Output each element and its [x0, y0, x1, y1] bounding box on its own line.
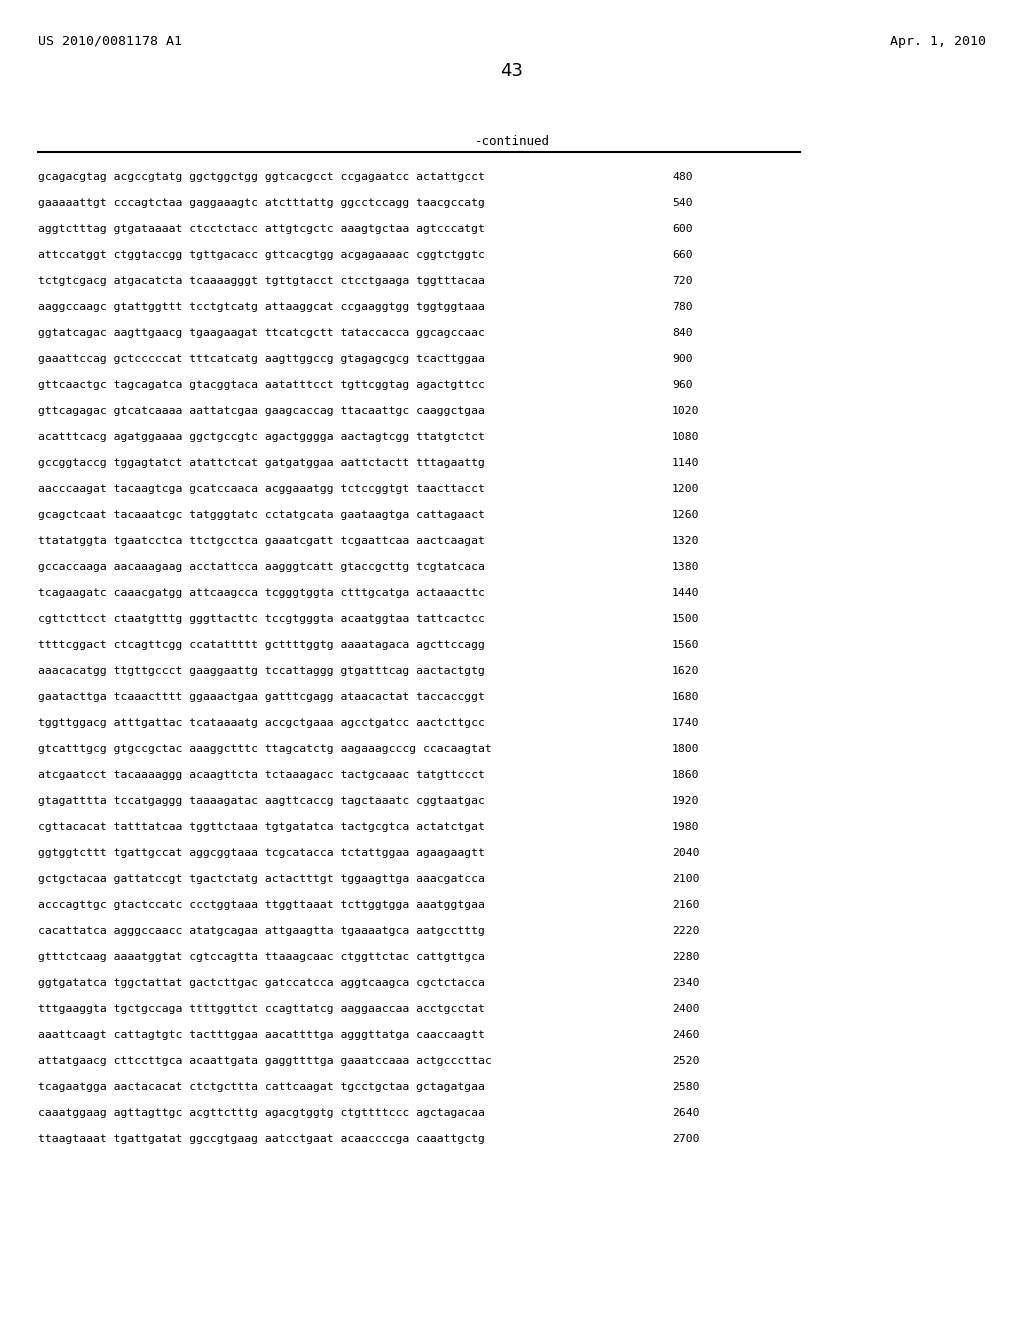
Text: ggtgatatca tggctattat gactcttgac gatccatcca aggtcaagca cgctctacca: ggtgatatca tggctattat gactcttgac gatccat…: [38, 978, 485, 987]
Text: 1020: 1020: [672, 407, 699, 416]
Text: 1080: 1080: [672, 432, 699, 442]
Text: atcgaatcct tacaaaaggg acaagttcta tctaaagacc tactgcaaac tatgttccct: atcgaatcct tacaaaaggg acaagttcta tctaaag…: [38, 770, 485, 780]
Text: 1680: 1680: [672, 692, 699, 702]
Text: 2640: 2640: [672, 1107, 699, 1118]
Text: gcagacgtag acgccgtatg ggctggctgg ggtcacgcct ccgagaatcc actattgcct: gcagacgtag acgccgtatg ggctggctgg ggtcacg…: [38, 172, 485, 182]
Text: 1860: 1860: [672, 770, 699, 780]
Text: 600: 600: [672, 224, 692, 234]
Text: gtttctcaag aaaatggtat cgtccagtta ttaaagcaac ctggttctac cattgttgca: gtttctcaag aaaatggtat cgtccagtta ttaaagc…: [38, 952, 485, 962]
Text: gttcaactgc tagcagatca gtacggtaca aatatttcct tgttcggtag agactgttcc: gttcaactgc tagcagatca gtacggtaca aatattt…: [38, 380, 485, 389]
Text: gccggtaccg tggagtatct atattctcat gatgatggaa aattctactt tttagaattg: gccggtaccg tggagtatct atattctcat gatgatg…: [38, 458, 485, 469]
Text: 1200: 1200: [672, 484, 699, 494]
Text: 1140: 1140: [672, 458, 699, 469]
Text: tctgtcgacg atgacatcta tcaaaagggt tgttgtacct ctcctgaaga tggtttacaa: tctgtcgacg atgacatcta tcaaaagggt tgttgta…: [38, 276, 485, 286]
Text: 2100: 2100: [672, 874, 699, 884]
Text: aaggccaagc gtattggttt tcctgtcatg attaaggcat ccgaaggtgg tggtggtaaa: aaggccaagc gtattggttt tcctgtcatg attaagg…: [38, 302, 485, 312]
Text: attatgaacg cttccttgca acaattgata gaggttttga gaaatccaaa actgcccttac: attatgaacg cttccttgca acaattgata gaggttt…: [38, 1056, 492, 1067]
Text: ggtggtcttt tgattgccat aggcggtaaa tcgcatacca tctattggaa agaagaagtt: ggtggtcttt tgattgccat aggcggtaaa tcgcata…: [38, 847, 485, 858]
Text: 1500: 1500: [672, 614, 699, 624]
Text: 960: 960: [672, 380, 692, 389]
Text: cgttcttcct ctaatgtttg gggttacttc tccgtgggta acaatggtaa tattcactcc: cgttcttcct ctaatgtttg gggttacttc tccgtgg…: [38, 614, 485, 624]
Text: 540: 540: [672, 198, 692, 209]
Text: 2160: 2160: [672, 900, 699, 909]
Text: 2460: 2460: [672, 1030, 699, 1040]
Text: gccaccaaga aacaaagaag acctattcca aagggtcatt gtaccgcttg tcgtatcaca: gccaccaaga aacaaagaag acctattcca aagggtc…: [38, 562, 485, 572]
Text: 1800: 1800: [672, 744, 699, 754]
Text: gtagatttta tccatgaggg taaaagatac aagttcaccg tagctaaatc cggtaatgac: gtagatttta tccatgaggg taaaagatac aagttca…: [38, 796, 485, 807]
Text: 1320: 1320: [672, 536, 699, 546]
Text: aacccaagat tacaagtcga gcatccaaca acggaaatgg tctccggtgt taacttacct: aacccaagat tacaagtcga gcatccaaca acggaaa…: [38, 484, 485, 494]
Text: 1560: 1560: [672, 640, 699, 649]
Text: cgttacacat tatttatcaa tggttctaaa tgtgatatca tactgcgtca actatctgat: cgttacacat tatttatcaa tggttctaaa tgtgata…: [38, 822, 485, 832]
Text: 2400: 2400: [672, 1005, 699, 1014]
Text: ttatatggta tgaatcctca ttctgcctca gaaatcgatt tcgaattcaa aactcaagat: ttatatggta tgaatcctca ttctgcctca gaaatcg…: [38, 536, 485, 546]
Text: gaaaaattgt cccagtctaa gaggaaagtc atctttattg ggcctccagg taacgccatg: gaaaaattgt cccagtctaa gaggaaagtc atcttta…: [38, 198, 485, 209]
Text: tggttggacg atttgattac tcataaaatg accgctgaaa agcctgatcc aactcttgcc: tggttggacg atttgattac tcataaaatg accgctg…: [38, 718, 485, 729]
Text: 1980: 1980: [672, 822, 699, 832]
Text: 43: 43: [501, 62, 523, 81]
Text: 480: 480: [672, 172, 692, 182]
Text: 2520: 2520: [672, 1056, 699, 1067]
Text: 900: 900: [672, 354, 692, 364]
Text: acccagttgc gtactccatc ccctggtaaa ttggttaaat tcttggtgga aaatggtgaa: acccagttgc gtactccatc ccctggtaaa ttggtta…: [38, 900, 485, 909]
Text: gcagctcaat tacaaatcgc tatgggtatc cctatgcata gaataagtga cattagaact: gcagctcaat tacaaatcgc tatgggtatc cctatgc…: [38, 510, 485, 520]
Text: 1920: 1920: [672, 796, 699, 807]
Text: -continued: -continued: [474, 135, 550, 148]
Text: 840: 840: [672, 327, 692, 338]
Text: aaacacatgg ttgttgccct gaaggaattg tccattaggg gtgatttcag aactactgtg: aaacacatgg ttgttgccct gaaggaattg tccatta…: [38, 667, 485, 676]
Text: acatttcacg agatggaaaa ggctgccgtc agactgggga aactagtcgg ttatgtctct: acatttcacg agatggaaaa ggctgccgtc agactgg…: [38, 432, 485, 442]
Text: ggtatcagac aagttgaacg tgaagaagat ttcatcgctt tataccacca ggcagccaac: ggtatcagac aagttgaacg tgaagaagat ttcatcg…: [38, 327, 485, 338]
Text: 2280: 2280: [672, 952, 699, 962]
Text: 720: 720: [672, 276, 692, 286]
Text: 780: 780: [672, 302, 692, 312]
Text: ttttcggact ctcagttcgg ccatattttt gcttttggtg aaaatagaca agcttccagg: ttttcggact ctcagttcgg ccatattttt gcttttg…: [38, 640, 485, 649]
Text: aggtctttag gtgataaaat ctcctctacc attgtcgctc aaagtgctaa agtcccatgt: aggtctttag gtgataaaat ctcctctacc attgtcg…: [38, 224, 485, 234]
Text: 660: 660: [672, 249, 692, 260]
Text: caaatggaag agttagttgc acgttctttg agacgtggtg ctgttttccc agctagacaa: caaatggaag agttagttgc acgttctttg agacgtg…: [38, 1107, 485, 1118]
Text: gaaattccag gctcccccat tttcatcatg aagttggccg gtagagcgcg tcacttggaa: gaaattccag gctcccccat tttcatcatg aagttgg…: [38, 354, 485, 364]
Text: ttaagtaaat tgattgatat ggccgtgaag aatcctgaat acaaccccga caaattgctg: ttaagtaaat tgattgatat ggccgtgaag aatcctg…: [38, 1134, 485, 1144]
Text: 2220: 2220: [672, 927, 699, 936]
Text: 1380: 1380: [672, 562, 699, 572]
Text: tttgaaggta tgctgccaga ttttggttct ccagttatcg aaggaaccaa acctgcctat: tttgaaggta tgctgccaga ttttggttct ccagtta…: [38, 1005, 485, 1014]
Text: 2340: 2340: [672, 978, 699, 987]
Text: Apr. 1, 2010: Apr. 1, 2010: [890, 36, 986, 48]
Text: 2700: 2700: [672, 1134, 699, 1144]
Text: 1620: 1620: [672, 667, 699, 676]
Text: 2580: 2580: [672, 1082, 699, 1092]
Text: gaatacttga tcaaactttt ggaaactgaa gatttcgagg ataacactat taccaccggt: gaatacttga tcaaactttt ggaaactgaa gatttcg…: [38, 692, 485, 702]
Text: 1740: 1740: [672, 718, 699, 729]
Text: gtcatttgcg gtgccgctac aaaggctttc ttagcatctg aagaaagcccg ccacaagtat: gtcatttgcg gtgccgctac aaaggctttc ttagcat…: [38, 744, 492, 754]
Text: US 2010/0081178 A1: US 2010/0081178 A1: [38, 36, 182, 48]
Text: gctgctacaa gattatccgt tgactctatg actactttgt tggaagttga aaacgatcca: gctgctacaa gattatccgt tgactctatg actactt…: [38, 874, 485, 884]
Text: tcagaagatc caaacgatgg attcaagcca tcgggtggta ctttgcatga actaaacttc: tcagaagatc caaacgatgg attcaagcca tcgggtg…: [38, 587, 485, 598]
Text: attccatggt ctggtaccgg tgttgacacc gttcacgtgg acgagaaaac cggtctggtc: attccatggt ctggtaccgg tgttgacacc gttcacg…: [38, 249, 485, 260]
Text: aaattcaagt cattagtgtc tactttggaa aacattttga agggttatga caaccaagtt: aaattcaagt cattagtgtc tactttggaa aacattt…: [38, 1030, 485, 1040]
Text: 2040: 2040: [672, 847, 699, 858]
Text: 1440: 1440: [672, 587, 699, 598]
Text: cacattatca agggccaacc atatgcagaa attgaagtta tgaaaatgca aatgcctttg: cacattatca agggccaacc atatgcagaa attgaag…: [38, 927, 485, 936]
Text: 1260: 1260: [672, 510, 699, 520]
Text: tcagaatgga aactacacat ctctgcttta cattcaagat tgcctgctaa gctagatgaa: tcagaatgga aactacacat ctctgcttta cattcaa…: [38, 1082, 485, 1092]
Text: gttcagagac gtcatcaaaa aattatcgaa gaagcaccag ttacaattgc caaggctgaa: gttcagagac gtcatcaaaa aattatcgaa gaagcac…: [38, 407, 485, 416]
